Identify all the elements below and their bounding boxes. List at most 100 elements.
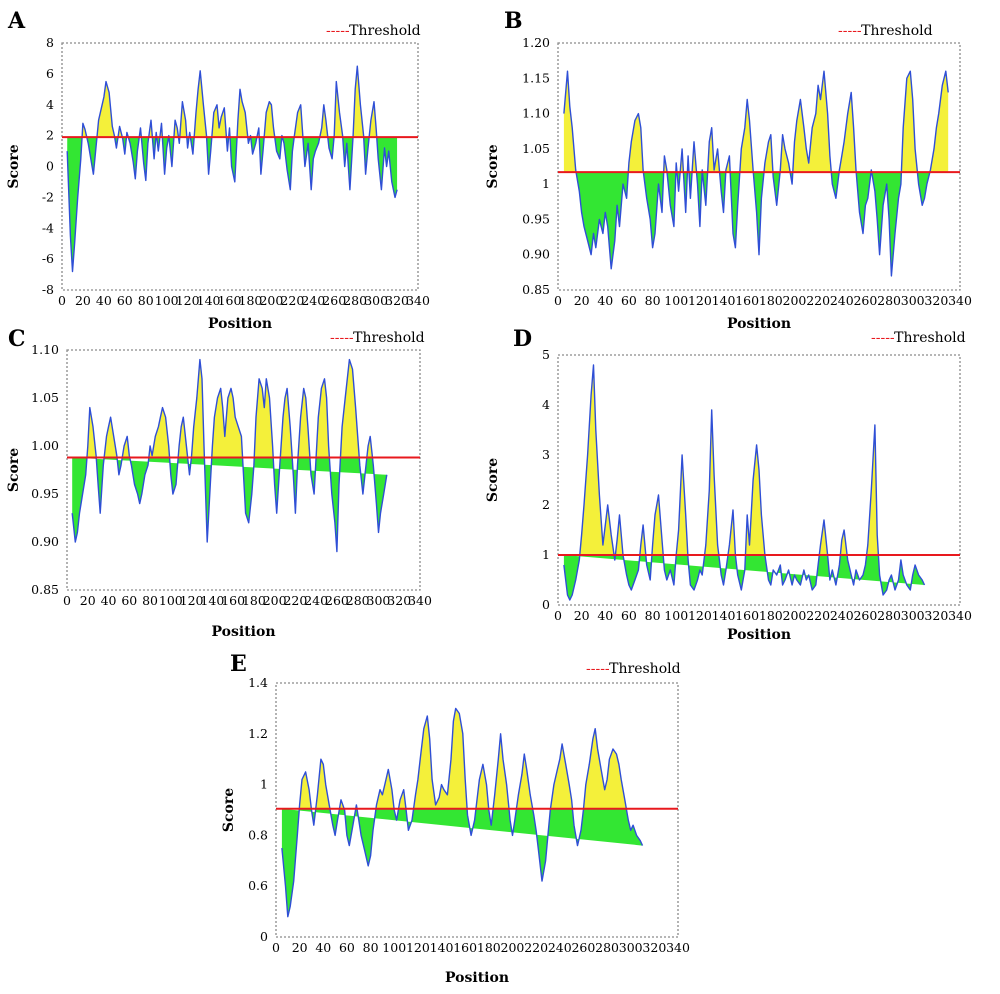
y-tick-label: 0.8: [248, 827, 268, 842]
y-tick-label: 2: [542, 497, 550, 512]
y-tick-label: 6: [46, 66, 54, 81]
y-axis-label: Score: [6, 144, 22, 188]
x-tick-label: 160: [735, 293, 759, 308]
x-tick-label: 120: [688, 293, 712, 308]
legend-threshold: -----Threshold: [330, 330, 425, 346]
y-tick-label: 4: [46, 97, 54, 112]
x-tick-label: 140: [712, 608, 736, 623]
x-tick-label: 300: [367, 593, 391, 608]
y-axis-label: Score: [6, 448, 22, 492]
x-tick-label: 320: [387, 593, 411, 608]
legend-threshold-swatch: -----: [871, 330, 895, 346]
x-tick-label: 40: [96, 293, 112, 308]
x-tick-label: 240: [830, 608, 854, 623]
x-tick-label: 300: [619, 940, 643, 955]
x-tick-label: 280: [343, 293, 367, 308]
x-tick-label: 60: [621, 608, 637, 623]
y-tick-label: 0.90: [522, 247, 550, 262]
x-tick-label: 340: [406, 293, 430, 308]
y-tick-label: -2: [42, 189, 54, 204]
x-tick-label: 40: [597, 608, 613, 623]
area-above-threshold: [563, 71, 949, 173]
area-below-threshold: [72, 457, 387, 552]
y-tick-label: 1.05: [31, 390, 59, 405]
y-tick-label: 0.6: [248, 878, 268, 893]
x-tick-label: 300: [901, 608, 925, 623]
legend-threshold-label: Threshold: [894, 330, 965, 346]
panel-letter: D: [513, 326, 532, 352]
y-tick-label: 1.4: [248, 675, 268, 690]
x-tick-label: 220: [806, 608, 830, 623]
x-tick-label: 340: [666, 940, 690, 955]
x-axis-label: Position: [445, 970, 509, 986]
y-tick-label: 1: [260, 777, 268, 792]
y-tick-label: -6: [42, 251, 54, 266]
x-tick-label: 100: [382, 940, 406, 955]
x-tick-label: 240: [830, 293, 854, 308]
x-tick-label: 200: [263, 593, 287, 608]
x-tick-label: 260: [325, 593, 349, 608]
x-tick-label: 200: [259, 293, 283, 308]
x-tick-label: 260: [853, 293, 877, 308]
y-axis-label: Score: [221, 788, 237, 832]
x-tick-label: 20: [292, 940, 308, 955]
y-tick-label: 5: [542, 347, 550, 362]
x-tick-label: 0: [58, 293, 66, 308]
area-above-threshold: [281, 708, 627, 809]
legend-threshold: -----Threshold: [326, 23, 421, 39]
x-axis-label: Position: [212, 624, 276, 640]
x-tick-label: 220: [283, 593, 307, 608]
x-tick-label: 240: [301, 293, 325, 308]
y-tick-label: 1.20: [522, 35, 550, 50]
y-tick-label: 0.90: [31, 534, 59, 549]
y-tick-label: -4: [42, 220, 54, 235]
score-line: [563, 364, 926, 601]
panel-e: E1.41.210.80.600 20 40 60 80 100 120 140 160 180 2…: [221, 651, 690, 986]
legend-threshold: -----Threshold: [871, 330, 966, 346]
y-tick-label: 0.85: [522, 282, 550, 297]
x-tick-label: 280: [877, 293, 901, 308]
x-tick-label: 260: [853, 608, 877, 623]
x-tick-label: 200: [783, 608, 807, 623]
x-tick-label: 60: [121, 593, 137, 608]
x-tick-label: 140: [712, 293, 736, 308]
area-below-threshold: [563, 172, 949, 276]
x-tick-label: 80: [142, 593, 158, 608]
x-tick-label: 40: [315, 940, 331, 955]
x-tick-label: 80: [645, 608, 661, 623]
x-tick-label: 180: [242, 593, 266, 608]
x-tick-label: 120: [406, 940, 430, 955]
x-axis-label: Position: [727, 316, 791, 332]
x-tick-label: 320: [924, 293, 948, 308]
x-axis-label: Position: [208, 316, 272, 332]
legend-threshold: -----Threshold: [838, 23, 933, 39]
y-tick-label: 1.05: [522, 141, 550, 156]
y-tick-label: 0.95: [522, 211, 550, 226]
y-axis-label: Score: [485, 458, 501, 502]
x-tick-label: 40: [597, 293, 613, 308]
x-tick-label: 0: [554, 293, 562, 308]
legend-threshold-swatch: -----: [586, 661, 610, 677]
x-tick-label: 240: [548, 940, 572, 955]
x-tick-label: 280: [877, 608, 901, 623]
legend-threshold-swatch: -----: [330, 330, 354, 346]
x-tick-label: 180: [759, 608, 783, 623]
x-tick-label: 200: [783, 293, 807, 308]
x-tick-label: 160: [735, 608, 759, 623]
x-tick-label: 120: [180, 593, 204, 608]
x-tick-label: 140: [430, 940, 454, 955]
y-axis-label: Score: [485, 144, 501, 188]
x-tick-label: 140: [200, 593, 224, 608]
x-tick-label: 100: [664, 293, 688, 308]
x-tick-label: 340: [408, 593, 432, 608]
x-tick-label: 260: [322, 293, 346, 308]
y-tick-label: 1.15: [522, 70, 550, 85]
x-tick-label: 20: [574, 608, 590, 623]
panel-letter: A: [7, 8, 26, 34]
y-tick-label: 3: [542, 447, 550, 462]
x-tick-label: 0: [272, 940, 280, 955]
x-tick-label: 80: [138, 293, 154, 308]
